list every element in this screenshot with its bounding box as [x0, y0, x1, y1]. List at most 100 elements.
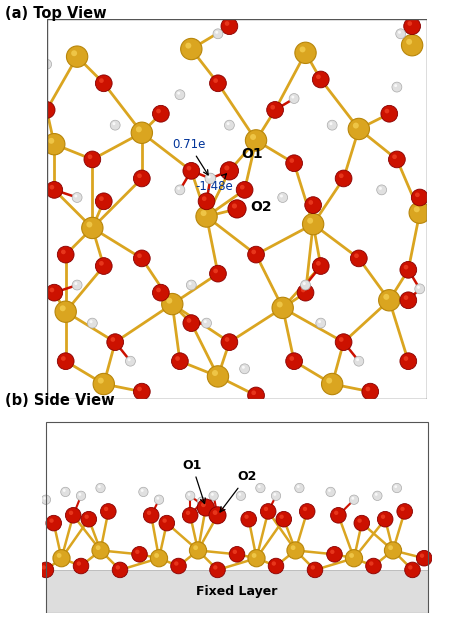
Circle shape — [197, 497, 207, 506]
Circle shape — [309, 200, 313, 205]
Circle shape — [375, 493, 378, 496]
Circle shape — [241, 511, 256, 527]
Circle shape — [99, 78, 104, 83]
Circle shape — [213, 29, 223, 39]
Circle shape — [185, 491, 195, 501]
Circle shape — [92, 542, 109, 559]
Circle shape — [250, 134, 256, 140]
Circle shape — [406, 39, 412, 45]
Circle shape — [307, 562, 323, 578]
Circle shape — [172, 353, 188, 370]
Circle shape — [303, 507, 307, 511]
Circle shape — [136, 126, 142, 132]
Circle shape — [213, 511, 218, 515]
Circle shape — [335, 170, 352, 187]
Circle shape — [286, 155, 302, 171]
Circle shape — [301, 288, 306, 292]
Circle shape — [208, 176, 210, 178]
Circle shape — [57, 246, 74, 263]
Circle shape — [365, 558, 381, 574]
Circle shape — [147, 511, 151, 515]
Circle shape — [150, 550, 168, 567]
Circle shape — [38, 102, 55, 118]
Circle shape — [221, 162, 238, 180]
Circle shape — [357, 519, 362, 523]
Circle shape — [72, 193, 82, 202]
Circle shape — [290, 356, 294, 361]
Circle shape — [394, 84, 397, 87]
Circle shape — [87, 318, 97, 328]
Circle shape — [328, 489, 331, 492]
Text: O1: O1 — [241, 147, 263, 162]
Circle shape — [82, 217, 103, 238]
Circle shape — [379, 187, 382, 190]
Circle shape — [377, 511, 393, 527]
Circle shape — [156, 109, 161, 113]
Circle shape — [201, 503, 206, 507]
Circle shape — [110, 337, 115, 342]
Circle shape — [405, 562, 420, 578]
Circle shape — [354, 253, 359, 258]
Circle shape — [186, 511, 190, 515]
Circle shape — [321, 373, 343, 395]
Circle shape — [187, 318, 191, 322]
Circle shape — [156, 288, 161, 292]
Circle shape — [305, 197, 321, 214]
Bar — [46, 570, 428, 613]
Circle shape — [42, 59, 52, 69]
Circle shape — [185, 43, 191, 49]
Circle shape — [213, 510, 218, 515]
Circle shape — [326, 378, 332, 384]
Circle shape — [330, 508, 346, 523]
Circle shape — [221, 18, 238, 35]
Circle shape — [187, 166, 191, 170]
Circle shape — [141, 489, 144, 492]
Circle shape — [134, 250, 150, 267]
Circle shape — [251, 391, 256, 395]
Circle shape — [77, 561, 81, 566]
Circle shape — [286, 353, 302, 370]
Text: (b) Side View: (b) Side View — [5, 393, 114, 408]
Circle shape — [156, 497, 159, 500]
Circle shape — [273, 493, 276, 496]
Circle shape — [408, 21, 412, 26]
Circle shape — [213, 78, 218, 83]
Circle shape — [224, 165, 229, 170]
Circle shape — [84, 151, 100, 168]
Circle shape — [289, 93, 299, 103]
Circle shape — [398, 31, 401, 34]
Circle shape — [74, 282, 77, 285]
Circle shape — [137, 253, 142, 258]
Circle shape — [210, 266, 227, 282]
Circle shape — [236, 181, 253, 198]
Circle shape — [248, 550, 265, 567]
Circle shape — [201, 503, 206, 507]
Circle shape — [99, 196, 104, 201]
Circle shape — [327, 120, 337, 130]
Circle shape — [99, 261, 104, 266]
Circle shape — [415, 193, 420, 197]
Circle shape — [200, 499, 202, 501]
Circle shape — [272, 561, 276, 566]
Circle shape — [238, 493, 241, 496]
Text: O2: O2 — [250, 200, 272, 214]
Circle shape — [48, 138, 54, 144]
Circle shape — [225, 166, 229, 170]
Circle shape — [268, 558, 284, 574]
Circle shape — [177, 92, 180, 95]
Circle shape — [63, 489, 65, 492]
Circle shape — [50, 288, 54, 292]
Circle shape — [190, 542, 207, 559]
Circle shape — [221, 334, 238, 350]
Circle shape — [166, 298, 172, 304]
Circle shape — [86, 222, 92, 228]
Circle shape — [400, 353, 417, 370]
Circle shape — [53, 550, 70, 567]
Circle shape — [183, 162, 200, 180]
Circle shape — [215, 31, 218, 34]
Circle shape — [404, 356, 408, 361]
Circle shape — [225, 21, 229, 26]
Circle shape — [297, 284, 314, 301]
Circle shape — [61, 356, 66, 361]
Circle shape — [227, 122, 229, 125]
